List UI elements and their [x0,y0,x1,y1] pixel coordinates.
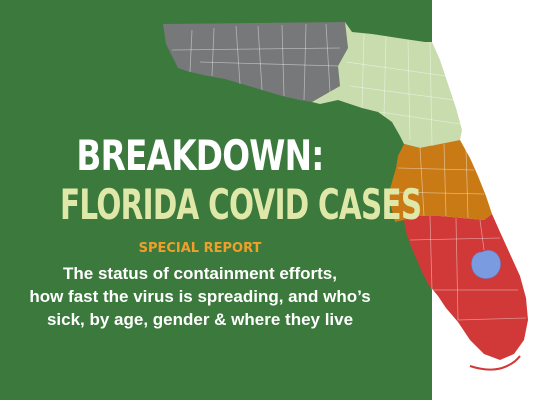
subtitle-line-1: The status of containment efforts, [63,264,337,283]
map-region-panhandle [163,22,348,102]
headline-line-2: FLORIDA COVID CASES [60,180,422,229]
subtitle-line-3: sick, by age, gender & where they live [46,310,354,329]
map-region-central [388,140,492,222]
map-region-north [312,22,462,148]
subtitle-line-2: how fast the virus is spreading, and who… [29,287,371,306]
map-florida-keys [469,355,521,371]
special-report-kicker: SPECIAL REPORT [138,241,262,256]
subtitle: The status of containment efforts, how f… [0,262,400,331]
map-county-lines [171,23,527,321]
map-lake-okeechobee [471,250,501,279]
map-region-south [404,214,528,360]
headline-line-1: BREAKDOWN: [76,131,324,180]
